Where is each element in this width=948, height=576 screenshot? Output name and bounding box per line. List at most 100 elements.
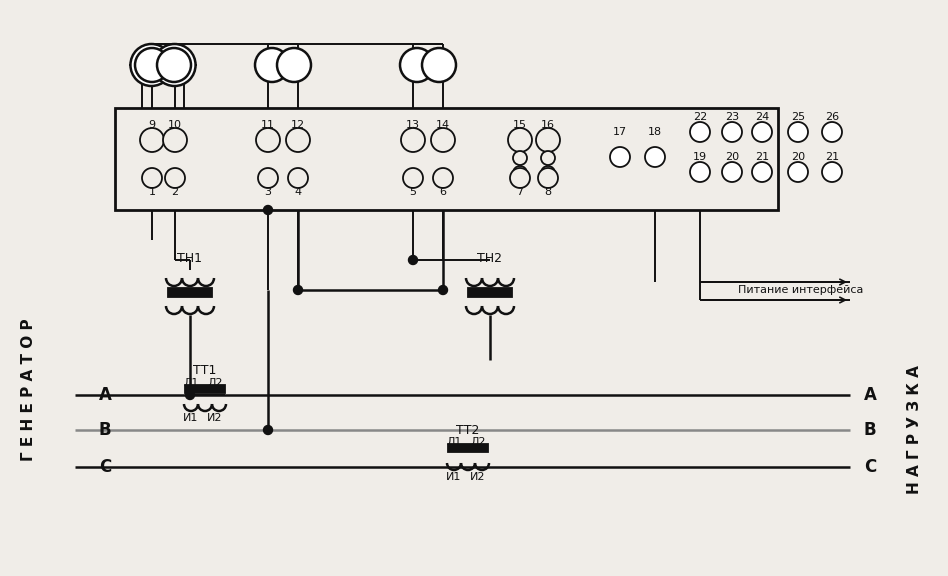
Text: 2: 2: [172, 187, 178, 197]
Text: 5: 5: [410, 187, 416, 197]
Text: ТТ1: ТТ1: [193, 363, 217, 377]
Circle shape: [401, 128, 425, 152]
Text: 1: 1: [149, 187, 155, 197]
Circle shape: [400, 48, 434, 82]
Circle shape: [264, 206, 272, 214]
Text: B: B: [864, 421, 876, 439]
Bar: [468, 288, 512, 297]
Circle shape: [258, 168, 278, 188]
Circle shape: [752, 122, 772, 142]
Circle shape: [645, 147, 665, 167]
Bar: [448, 444, 488, 452]
Text: 21: 21: [825, 152, 839, 162]
Circle shape: [536, 128, 560, 152]
Text: 12: 12: [291, 120, 305, 130]
Circle shape: [788, 162, 808, 182]
Text: И1: И1: [183, 413, 199, 423]
Text: 25: 25: [791, 112, 805, 122]
Text: Н А Г Р У З К А: Н А Г Р У З К А: [907, 366, 922, 494]
Circle shape: [422, 48, 456, 82]
Text: 24: 24: [755, 112, 769, 122]
Text: 3: 3: [264, 187, 271, 197]
Text: 22: 22: [693, 112, 707, 122]
Text: A: A: [864, 386, 877, 404]
Text: 17: 17: [613, 127, 627, 137]
Text: И2: И2: [470, 472, 485, 482]
Circle shape: [788, 122, 808, 142]
Text: Л1: Л1: [183, 378, 199, 388]
Circle shape: [513, 166, 527, 180]
Text: Питание интерфейса: Питание интерфейса: [738, 285, 864, 295]
Text: И2: И2: [208, 413, 223, 423]
Text: 23: 23: [725, 112, 739, 122]
Text: 7: 7: [517, 187, 523, 197]
Circle shape: [513, 151, 527, 165]
Circle shape: [690, 162, 710, 182]
Circle shape: [433, 168, 453, 188]
Text: Л1: Л1: [447, 437, 462, 447]
Circle shape: [690, 122, 710, 142]
Circle shape: [610, 147, 630, 167]
Text: 6: 6: [440, 187, 447, 197]
Text: ТН1: ТН1: [177, 252, 203, 264]
Text: 9: 9: [149, 120, 155, 130]
Circle shape: [510, 168, 530, 188]
Text: C: C: [864, 458, 876, 476]
Circle shape: [264, 426, 272, 434]
Text: A: A: [99, 386, 112, 404]
Bar: [115, 108, 778, 210]
Bar: [185, 385, 225, 393]
Text: 15: 15: [513, 120, 527, 130]
Text: 19: 19: [693, 152, 707, 162]
Text: ТТ2: ТТ2: [456, 423, 480, 437]
Text: C: C: [99, 458, 111, 476]
Circle shape: [538, 168, 558, 188]
Text: 14: 14: [436, 120, 450, 130]
Circle shape: [431, 128, 455, 152]
Circle shape: [439, 286, 447, 294]
Text: ТН2: ТН2: [478, 252, 502, 264]
Circle shape: [822, 162, 842, 182]
Bar: [168, 288, 212, 297]
Circle shape: [165, 168, 185, 188]
Text: И1: И1: [447, 472, 462, 482]
Text: 16: 16: [541, 120, 555, 130]
Text: Л2: Л2: [208, 378, 223, 388]
Text: Г Е Н Е Р А Т О Р: Г Е Н Е Р А Т О Р: [21, 319, 35, 461]
Circle shape: [154, 44, 195, 86]
Text: 13: 13: [406, 120, 420, 130]
Circle shape: [822, 122, 842, 142]
Text: 26: 26: [825, 112, 839, 122]
Text: 11: 11: [261, 120, 275, 130]
Circle shape: [752, 162, 772, 182]
Circle shape: [255, 48, 289, 82]
Circle shape: [186, 391, 194, 400]
Circle shape: [722, 162, 742, 182]
Circle shape: [403, 168, 423, 188]
Text: 18: 18: [647, 127, 662, 137]
Circle shape: [286, 128, 310, 152]
Circle shape: [541, 166, 555, 180]
Text: 21: 21: [755, 152, 769, 162]
Circle shape: [294, 286, 302, 294]
Circle shape: [131, 44, 173, 86]
Text: B: B: [99, 421, 111, 439]
Circle shape: [163, 128, 187, 152]
Text: 20: 20: [791, 152, 805, 162]
Circle shape: [541, 151, 555, 165]
Text: 10: 10: [168, 120, 182, 130]
Circle shape: [135, 48, 169, 82]
Circle shape: [722, 122, 742, 142]
Text: 8: 8: [544, 187, 552, 197]
Circle shape: [288, 168, 308, 188]
Circle shape: [256, 128, 280, 152]
Text: 20: 20: [725, 152, 739, 162]
Circle shape: [140, 128, 164, 152]
Circle shape: [157, 48, 191, 82]
Circle shape: [277, 48, 311, 82]
Circle shape: [142, 168, 162, 188]
Circle shape: [508, 128, 532, 152]
Text: 4: 4: [295, 187, 301, 197]
Circle shape: [409, 256, 417, 264]
Text: Л2: Л2: [470, 437, 485, 447]
